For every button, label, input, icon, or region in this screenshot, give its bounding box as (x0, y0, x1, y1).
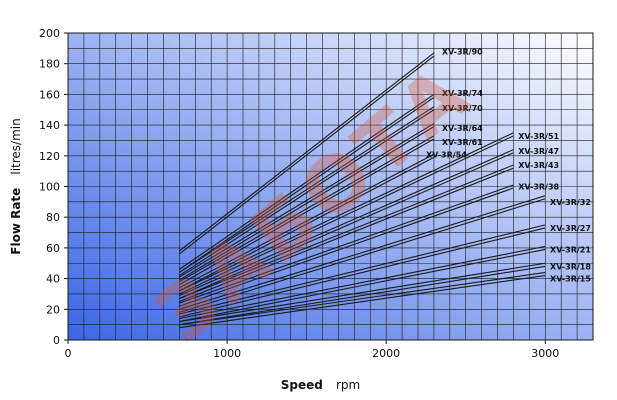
series-line (179, 271, 546, 326)
series-line (179, 132, 514, 292)
y-axis-ticks: 0 20 40 60 80 100 120 140 160 180 200 (39, 27, 68, 347)
series-line (179, 153, 435, 289)
series-line (179, 262, 546, 323)
series-line (179, 245, 546, 320)
series-line (179, 248, 546, 323)
series-line (179, 227, 546, 318)
x-axis-title: Speed rpm (281, 374, 360, 393)
series-line (179, 126, 435, 281)
x-axis-unit: rpm (336, 378, 360, 392)
y-tick-label: 40 (46, 273, 60, 286)
y-tick-label: 0 (53, 334, 60, 347)
y-tick-label: 120 (39, 150, 60, 163)
series-line (179, 138, 435, 286)
series-label: XV-3R/54 (426, 150, 467, 159)
series-line (179, 149, 514, 296)
x-tick-label: 1000 (213, 347, 241, 360)
series-line (179, 52, 435, 252)
series-line (179, 184, 514, 304)
y-tick-label: 100 (39, 181, 60, 194)
series-label: XV-3R/90 (442, 47, 483, 56)
series-label: XV-3R/61 (442, 138, 483, 147)
series-line (179, 167, 514, 303)
x-tick-label: 3000 (531, 347, 559, 360)
series-lines (179, 52, 546, 329)
series-line (179, 265, 546, 326)
series-line (179, 156, 435, 292)
y-tick-label: 80 (46, 211, 60, 224)
series-label: XV-3R/32 (550, 198, 591, 207)
series-line (179, 55, 435, 255)
series-line (179, 164, 514, 300)
series-line (179, 106, 435, 273)
y-tick-label: 180 (39, 58, 60, 71)
series-line (179, 198, 546, 313)
series-line (179, 187, 514, 307)
series-line (179, 97, 435, 273)
series-label: XV-3R/64 (442, 124, 483, 133)
series-line (179, 109, 435, 276)
series-label: XV-3R/43 (518, 161, 559, 170)
series-label: XV-3R/18 (550, 262, 591, 271)
series-line (179, 224, 546, 315)
series-line (179, 123, 435, 278)
series-label: XV-3R/27 (550, 224, 591, 233)
series-label: XV-3R/21 (550, 245, 591, 254)
series-label: XV-3R/47 (518, 147, 559, 156)
x-axis-ticks: 0 1000 2000 3000 (65, 340, 559, 360)
series-labels: XV-3R/90 XV-3R/74 XV-3R/70 XV-3R/64 XV-3R/61… (426, 47, 591, 283)
series-label: XV-3R/38 (518, 183, 559, 192)
y-tick-label: 20 (46, 303, 60, 316)
series-label: XV-3R/70 (442, 104, 483, 113)
series-line (179, 135, 435, 283)
y-tick-label: 140 (39, 119, 60, 132)
x-tick-label: 0 (65, 347, 72, 360)
y-tick-label: 200 (39, 27, 60, 40)
y-axis-unit: litres/min (9, 118, 23, 174)
series-label: XV-3R/51 (518, 132, 559, 141)
series-line (179, 135, 514, 295)
y-tick-label: 60 (46, 242, 60, 255)
y-tick-label: 160 (39, 88, 60, 101)
x-axis-label: Speed (281, 378, 323, 392)
y-axis-label: Flow Rate (9, 188, 23, 255)
series-label: XV-3R/74 (442, 89, 483, 98)
series-line (179, 152, 514, 300)
series-label: XV-3R/15 (550, 275, 591, 284)
series-line (179, 274, 546, 329)
series-line (179, 195, 546, 310)
x-tick-label: 2000 (372, 347, 400, 360)
y-axis-title: Flow Rate litres/min (5, 118, 24, 254)
series-line (179, 93, 435, 270)
